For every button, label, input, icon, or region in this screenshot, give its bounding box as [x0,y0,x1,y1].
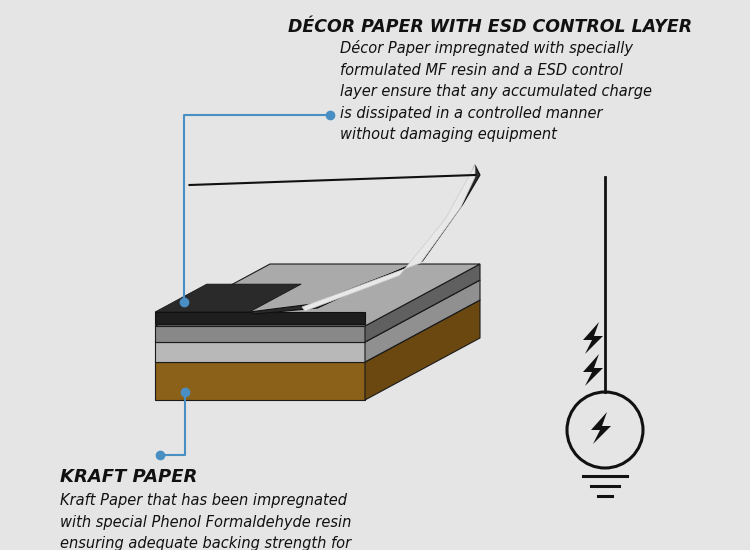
Text: KRAFT PAPER: KRAFT PAPER [60,468,197,486]
Polygon shape [155,280,480,342]
Polygon shape [155,362,365,400]
Polygon shape [155,312,365,324]
Polygon shape [365,264,480,342]
Text: DÉCOR PAPER WITH ESD CONTROL LAYER: DÉCOR PAPER WITH ESD CONTROL LAYER [288,18,692,36]
Polygon shape [250,165,480,314]
Polygon shape [155,326,365,342]
Polygon shape [591,412,611,444]
Polygon shape [302,165,475,311]
Polygon shape [365,300,480,400]
Text: Kraft Paper that has been impregnated
with special Phenol Formaldehyde resin
ens: Kraft Paper that has been impregnated wi… [60,493,351,550]
Polygon shape [365,280,480,362]
Polygon shape [155,284,302,312]
Text: Décor Paper impregnated with specially
formulated MF resin and a ESD control
lay: Décor Paper impregnated with specially f… [340,40,652,142]
Polygon shape [583,354,603,386]
Polygon shape [155,342,365,362]
Polygon shape [155,300,480,362]
Polygon shape [155,264,480,326]
Polygon shape [583,322,603,354]
